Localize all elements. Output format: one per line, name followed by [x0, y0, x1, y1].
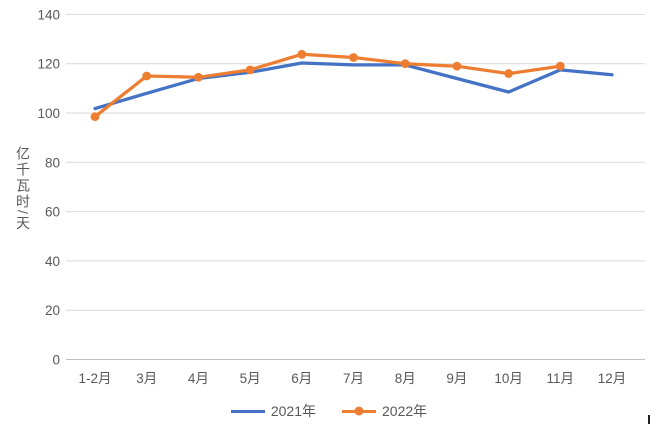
y-tick-label-0: 0 [52, 353, 60, 368]
series-marker-2022年-9月 [452, 61, 462, 71]
series-marker-2022年-7月 [349, 53, 358, 62]
x-tick-label-7: 8月 [395, 371, 416, 386]
series-line-2021年 [93, 61, 614, 111]
series-marker-2022年-4月 [194, 72, 203, 82]
y-tick-label-60: 60 [45, 205, 60, 220]
legend-item-2022: 2022年 [342, 401, 427, 421]
x-tick-label-5: 6月 [291, 371, 312, 386]
series-marker-2022年-10月 [504, 69, 513, 78]
chart-legend: 2021年 2022年 [0, 401, 658, 421]
x-tick-label-2: 3月 [136, 371, 157, 386]
y-tick-label-140: 140 [37, 7, 60, 22]
legend-item-2021: 2021年 [230, 401, 316, 421]
legend-label-2022: 2022年 [382, 403, 428, 419]
x-tick-label-8: 9月 [446, 371, 467, 386]
series-marker-2022年-5月 [245, 65, 255, 75]
x-tick-label-4: 5月 [240, 371, 261, 386]
x-tick-label-1: 1-2月 [78, 371, 111, 386]
series-marker-2022年-3月 [142, 71, 152, 81]
x-tick-label-3: 4月 [188, 371, 209, 386]
x-tick-label-6: 7月 [343, 371, 364, 386]
series-line-2022年 [93, 52, 562, 119]
y-axis-title: 亿千瓦时/天 [15, 146, 31, 232]
series-marker-2022年-8月 [400, 59, 410, 69]
series-marker-2022年-11月 [555, 61, 565, 71]
legend-line-swatch-2021 [230, 407, 265, 416]
series-marker-2022年-6月 [297, 49, 307, 59]
x-tick-label-11: 12月 [598, 371, 627, 386]
series-marker-2022年-1-2月 [90, 112, 100, 122]
y-tick-label-20: 20 [45, 303, 60, 318]
y-tick-label-120: 120 [37, 57, 60, 72]
legend-label-2021: 2021年 [270, 403, 316, 419]
screenshot-corner-artifact [648, 415, 650, 424]
legend-line-marker-swatch-2022 [342, 406, 376, 416]
x-tick-label-10: 11月 [547, 371, 575, 386]
y-tick-label-80: 80 [45, 155, 60, 170]
y-tick-label-100: 100 [37, 106, 60, 121]
y-tick-label-40: 40 [45, 254, 60, 269]
x-tick-label-9: 10月 [494, 371, 523, 386]
